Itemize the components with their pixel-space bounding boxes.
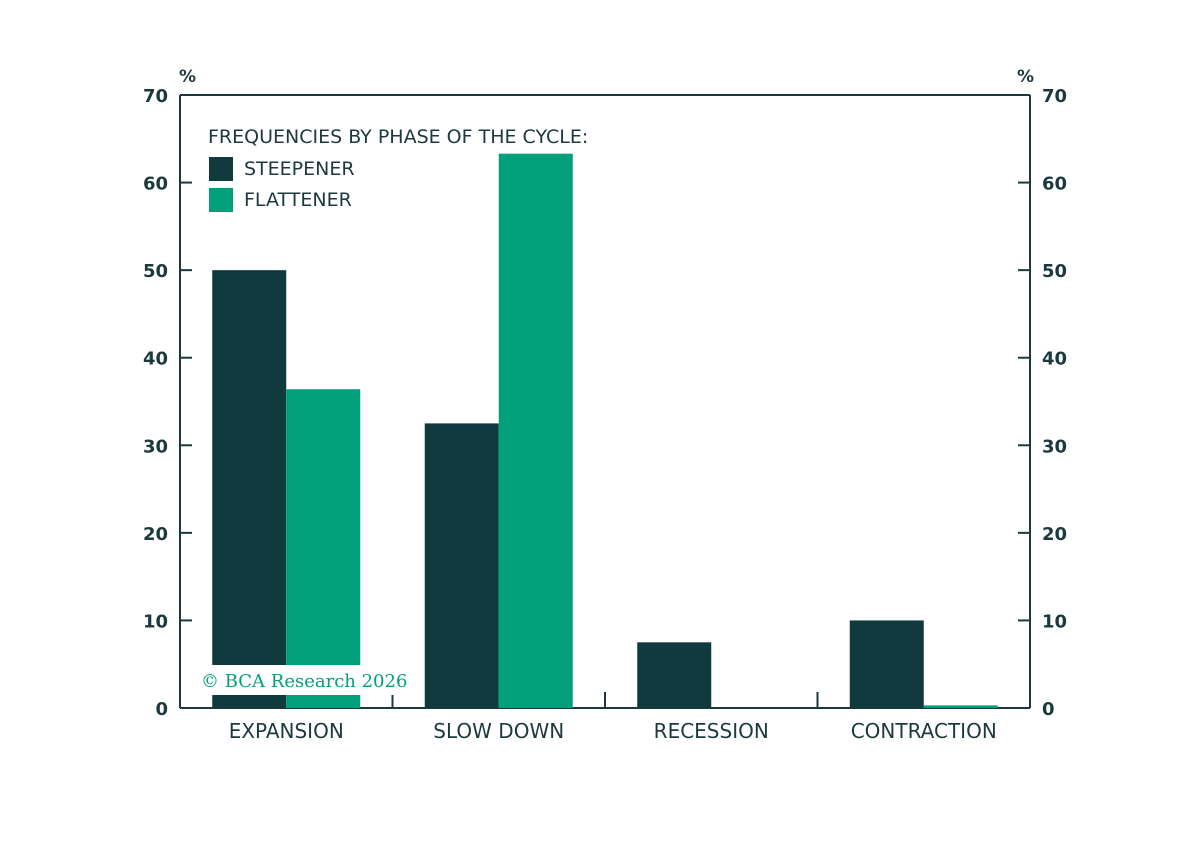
right-tick-label: 20: [1042, 524, 1067, 545]
left-tick-label: 40: [143, 349, 168, 370]
chart-bars: [212, 153, 998, 708]
right-tick-label: 30: [1042, 436, 1067, 457]
category-label: RECESSION: [654, 719, 769, 743]
legend-swatch-flattener: [209, 188, 233, 212]
category-label: SLOW DOWN: [433, 719, 564, 743]
category-label: EXPANSION: [229, 719, 344, 743]
left-tick-label: 50: [143, 261, 168, 282]
category-labels: EXPANSION SLOW DOWN RECESSION CONTRACTION: [229, 719, 997, 743]
legend-label-steepener: STEEPENER: [244, 158, 355, 180]
bar-flattener-expansion: [286, 389, 361, 708]
bar-steepener-slow-down: [424, 423, 499, 708]
legend: FREQUENCIES BY PHASE OF THE CYCLE: STEEP…: [208, 126, 588, 212]
bar-steepener-expansion: [212, 270, 287, 708]
left-tick-label: 20: [143, 524, 168, 545]
legend-swatch-steepener: [209, 157, 233, 181]
right-tick-label: 0: [1042, 699, 1055, 720]
left-tick-label: 70: [143, 86, 168, 107]
bar-flattener-contraction: [923, 705, 998, 708]
chart-ticks: 0 0 10 10 20 20 30 30 40 40 50 50 60 60 70 70: [143, 86, 1067, 720]
bar-flattener-slow-down: [498, 153, 573, 708]
bar-steepener-contraction: [849, 620, 924, 708]
right-tick-label: 60: [1042, 174, 1067, 195]
copyright-credit: © BCA Research 2026: [201, 671, 407, 692]
left-axis-unit: %: [179, 67, 196, 87]
credit-backdrop: [196, 665, 402, 695]
left-tick-label: 0: [155, 699, 168, 720]
right-tick-label: 40: [1042, 349, 1067, 370]
right-tick-label: 10: [1042, 611, 1067, 632]
legend-label-flattener: FLATTENER: [244, 189, 352, 211]
left-tick-label: 30: [143, 436, 168, 457]
right-tick-label: 70: [1042, 86, 1067, 107]
bar-steepener-recession: [637, 642, 712, 708]
left-tick-label: 60: [143, 174, 168, 195]
category-label: CONTRACTION: [851, 719, 997, 743]
right-tick-label: 50: [1042, 261, 1067, 282]
left-tick-label: 10: [143, 611, 168, 632]
legend-title: FREQUENCIES BY PHASE OF THE CYCLE:: [208, 126, 588, 148]
right-axis-unit: %: [1017, 67, 1034, 87]
